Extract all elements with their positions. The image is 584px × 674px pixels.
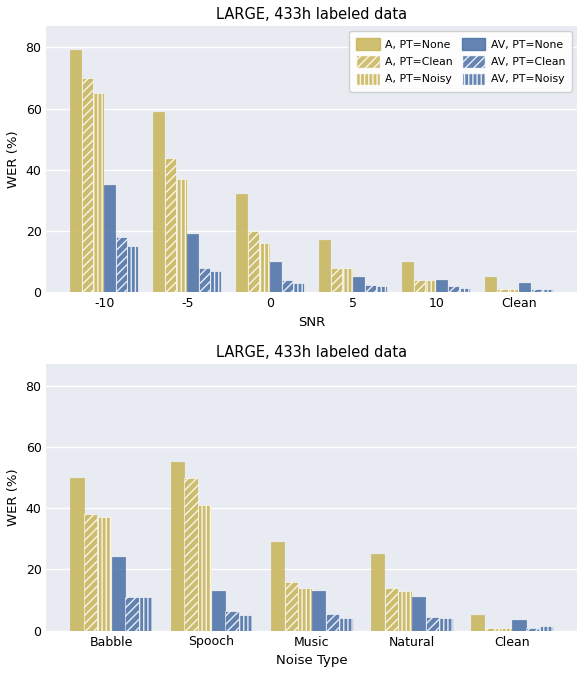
Bar <box>212 591 225 631</box>
Bar <box>485 627 498 631</box>
Bar <box>364 284 376 293</box>
Bar <box>116 237 127 293</box>
Bar <box>127 246 138 293</box>
Title: LARGE, 433h labeled data: LARGE, 433h labeled data <box>216 7 407 22</box>
Bar <box>239 615 252 631</box>
Bar <box>71 51 82 293</box>
Bar <box>331 268 342 293</box>
Bar <box>339 618 353 631</box>
Bar <box>448 286 458 293</box>
Bar <box>440 618 453 631</box>
X-axis label: Noise Type: Noise Type <box>276 654 347 667</box>
Bar <box>485 277 496 293</box>
Bar <box>540 626 553 631</box>
Bar <box>531 289 541 293</box>
Bar <box>112 557 125 631</box>
Bar <box>471 615 485 631</box>
Bar <box>398 591 412 631</box>
Bar <box>71 478 84 631</box>
Bar <box>248 231 259 293</box>
Y-axis label: WER (%): WER (%) <box>7 130 20 188</box>
Bar <box>526 627 539 631</box>
Bar <box>171 462 184 631</box>
Bar <box>298 588 311 631</box>
Bar <box>342 268 353 293</box>
Bar <box>508 289 519 293</box>
Bar <box>210 271 221 293</box>
Bar <box>512 620 526 631</box>
Legend: A, PT=None, A, PT=Clean, A, PT=Noisy, AV, PT=None, AV, PT=Clean, AV, PT=Noisy: A, PT=None, A, PT=Clean, A, PT=Noisy, AV… <box>349 31 572 92</box>
Bar <box>237 194 248 293</box>
Bar <box>293 283 304 293</box>
Bar <box>199 268 210 293</box>
X-axis label: SNR: SNR <box>298 315 325 329</box>
Bar <box>371 554 384 631</box>
Bar <box>225 611 239 631</box>
Bar <box>376 286 387 293</box>
Bar <box>187 234 199 293</box>
Bar <box>281 280 293 293</box>
Bar <box>496 289 507 293</box>
Bar <box>385 588 398 631</box>
Bar <box>542 289 553 293</box>
Bar <box>93 93 104 293</box>
Bar <box>84 514 98 631</box>
Bar <box>82 78 93 293</box>
Bar <box>412 597 425 631</box>
Y-axis label: WER (%): WER (%) <box>7 468 20 526</box>
Bar <box>165 158 176 293</box>
Bar <box>402 262 413 293</box>
Bar <box>459 288 470 293</box>
Bar <box>105 185 116 293</box>
Bar <box>198 505 211 631</box>
Bar <box>259 243 270 293</box>
Bar <box>154 112 165 293</box>
Bar <box>312 591 325 631</box>
Bar <box>271 542 284 631</box>
Bar <box>176 179 187 293</box>
Bar <box>139 597 152 631</box>
Title: LARGE, 433h labeled data: LARGE, 433h labeled data <box>216 345 407 361</box>
Bar <box>125 597 138 631</box>
Bar <box>426 617 439 631</box>
Bar <box>326 614 339 631</box>
Bar <box>499 627 512 631</box>
Bar <box>270 262 281 293</box>
Bar <box>519 283 530 293</box>
Bar <box>185 478 197 631</box>
Bar <box>353 277 364 293</box>
Bar <box>436 280 447 293</box>
Bar <box>425 280 436 293</box>
Bar <box>413 280 425 293</box>
Bar <box>98 518 111 631</box>
Bar <box>284 582 298 631</box>
Bar <box>319 240 331 293</box>
